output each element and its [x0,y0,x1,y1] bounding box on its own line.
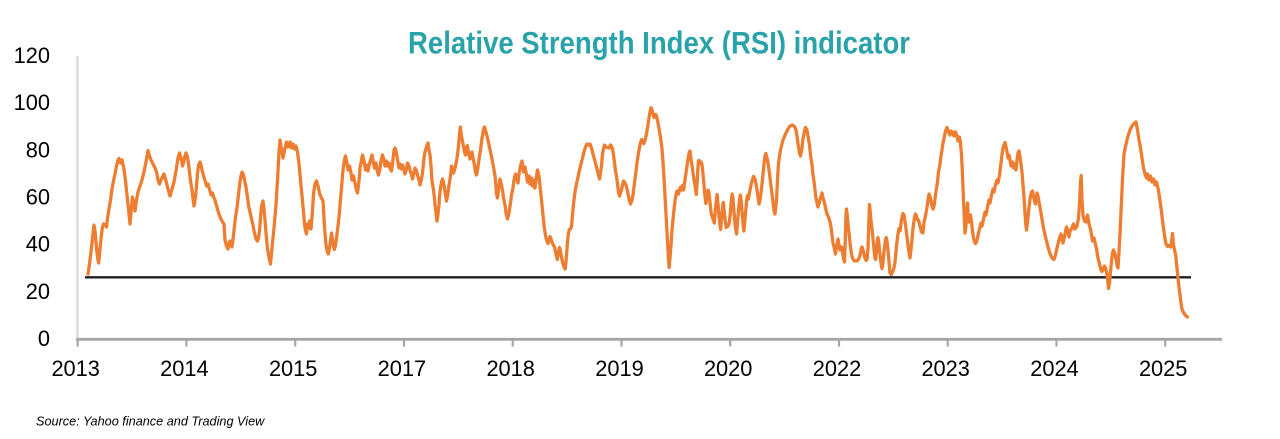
svg-text:0: 0 [38,326,50,351]
svg-text:2020: 2020 [704,356,753,381]
svg-text:2022: 2022 [813,356,862,381]
svg-text:2013: 2013 [51,356,100,381]
svg-text:60: 60 [26,185,50,210]
svg-text:2024: 2024 [1030,356,1079,381]
svg-text:40: 40 [26,232,50,257]
svg-text:2023: 2023 [921,356,970,381]
svg-text:80: 80 [26,137,50,162]
svg-text:2017: 2017 [378,356,427,381]
svg-text:Source: Yahoo finance and Trad: Source: Yahoo finance and Trading View [36,415,265,429]
svg-text:Relative Strength Index (RSI): Relative Strength Index (RSI) indicator [408,25,910,61]
svg-text:2025: 2025 [1139,356,1188,381]
svg-text:2018: 2018 [486,356,535,381]
svg-text:100: 100 [14,90,50,115]
svg-text:120: 120 [14,43,50,68]
svg-text:2015: 2015 [269,356,318,381]
svg-text:2019: 2019 [595,356,644,381]
svg-text:20: 20 [26,279,50,304]
svg-text:2014: 2014 [160,356,209,381]
